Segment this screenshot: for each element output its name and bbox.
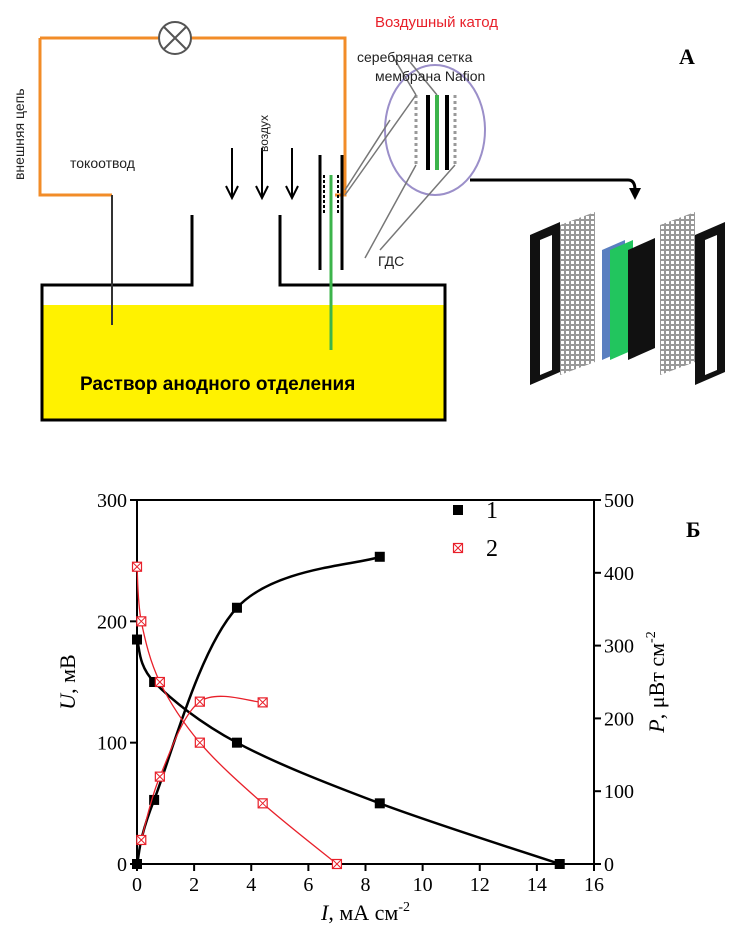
axis-unit: , мВ [55,654,80,694]
marker [375,798,385,808]
y2-axis-title: P, μВт см-2 [644,631,669,733]
x-tick-label: 16 [584,874,604,896]
panel-label: Б [686,517,701,542]
x-tick-label: 8 [361,874,371,896]
plot-frame [137,500,594,864]
y2-tick-label: 400 [604,563,634,585]
axis-unit: , мА см [328,900,398,925]
y2-tick-label: 500 [604,490,634,512]
marker [375,552,385,562]
marker [137,835,146,844]
marker [195,738,204,747]
diagram: Воздушный катод серебряная сетка мембран… [11,14,725,420]
marker [454,544,463,553]
marker [155,772,164,781]
x-tick-label: 10 [413,874,433,896]
y2-tick-label: 200 [604,708,634,730]
x-tick-label: 0 [132,874,142,896]
air-arrows [226,148,298,198]
y2-tick-label: 0 [604,854,614,876]
solution-fill [42,305,445,420]
marker [258,799,267,808]
marker [133,562,142,571]
exploded-stack [530,212,725,385]
x-tick-label: 2 [189,874,199,896]
axis-exponent: -2 [644,631,659,643]
marker [332,860,341,869]
axis-unit: , μВт см [644,643,669,719]
mesh-label: серебряная сетка [357,49,473,65]
circuit-label: внешняя цепь [11,89,27,181]
y-tick-label: 300 [97,490,127,512]
x-tick-label: 12 [470,874,490,896]
fit-curve [141,696,262,840]
y-tick-label: 0 [117,854,127,876]
cathode-title: Воздушный катод [375,14,498,31]
marker [453,505,463,515]
marker [232,603,242,613]
y-axis-title: U, мВ [55,654,80,710]
axis-exponent: -2 [398,900,410,915]
arrow-head [629,188,641,200]
y2-tick-label: 300 [604,636,634,658]
collector-label: токоотвод [70,155,135,171]
marker [232,738,242,748]
x-tick-label: 14 [527,874,547,896]
gdl-label: ГДС [378,253,404,269]
fit-curve [137,557,380,864]
x-tick-label: 6 [303,874,313,896]
y-tick-label: 200 [97,611,127,633]
x-axis-title: I, мА см-2 [320,900,410,925]
legend-label: 2 [486,536,498,562]
y2-tick-label: 100 [604,781,634,803]
y-tick-label: 100 [97,733,127,755]
figure: Воздушный катод серебряная сетка мембран… [0,0,735,933]
marker [132,635,142,645]
marker [555,859,565,869]
legend-label: 1 [486,498,498,524]
marker [258,698,267,707]
panel-label: А [679,44,695,69]
air-label: воздух [257,115,271,152]
marker [137,617,146,626]
solution-label: Раствор анодного отделения [80,374,355,395]
marker [132,859,142,869]
marker [195,697,204,706]
membrane-label: мембрана Nafion [375,68,485,84]
marker [155,678,164,687]
axis-symbol: P [644,719,669,733]
external-wire [40,38,345,195]
arrow [470,180,635,190]
x-tick-label: 4 [246,874,256,896]
